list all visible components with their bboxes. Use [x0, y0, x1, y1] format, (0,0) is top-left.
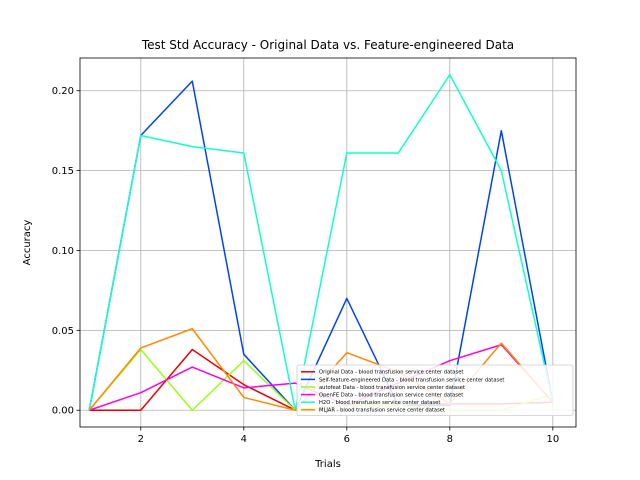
y-axis: 0.00 0.05 0.10 0.15 0.20 — [52, 86, 80, 417]
x-tick-label: 6 — [344, 434, 350, 445]
chart-title: Test Std Accuracy - Original Data vs. Fe… — [141, 38, 514, 52]
y-tick-label: 0.10 — [52, 246, 74, 257]
plot-frame — [79, 57, 577, 428]
x-axis: 2 4 6 8 10 — [138, 427, 559, 445]
series-line-1 — [88, 80, 554, 411]
y-axis-label: Accuracy — [22, 220, 33, 266]
y-tick-label: 0.15 — [52, 166, 74, 177]
x-axis-label: Trials — [314, 459, 341, 470]
x-tick-label: 8 — [447, 434, 453, 445]
legend-label-2: autofeat Data - blood transfusion servic… — [319, 385, 465, 391]
legend-label-4: H2O - blood transfusion service center d… — [319, 400, 440, 406]
legend-label-1: Self-feature-engineered Data - blood tra… — [319, 377, 504, 383]
y-tick-label: 0.00 — [52, 406, 74, 417]
legend: Original Data - blood transfusion servic… — [296, 364, 574, 416]
legend-label-0: Original Data - blood transfusion servic… — [319, 370, 463, 376]
legend-label-3: OpenFE Data - blood transfusion service … — [319, 393, 463, 399]
y-tick-label: 0.05 — [52, 326, 74, 337]
y-tick-label: 0.20 — [52, 86, 74, 97]
x-tick-label: 2 — [138, 434, 144, 445]
x-tick-label: 4 — [241, 434, 247, 445]
legend-label-5: MLJAR - blood transfusion service center… — [319, 408, 445, 414]
x-tick-label: 10 — [546, 434, 559, 445]
legend-frame — [296, 364, 574, 416]
series-line-4 — [88, 74, 554, 411]
